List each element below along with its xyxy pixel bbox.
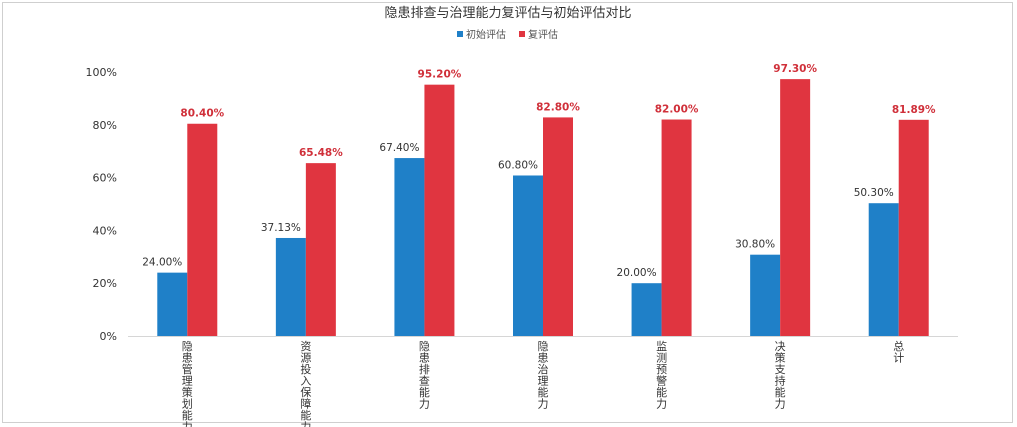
data-label: 67.40% — [379, 142, 419, 154]
bar-initial — [394, 158, 425, 336]
bar-reassessment — [187, 123, 218, 336]
legend-swatch-2 — [519, 31, 525, 37]
y-tick-label: 100% — [86, 66, 117, 79]
data-label: 95.20% — [418, 69, 462, 81]
y-axis: 0% 20% 40% 60% 80% 100% — [86, 66, 117, 343]
x-tick-label: 总计 — [893, 339, 904, 365]
data-label: 30.80% — [735, 239, 775, 251]
data-label: 82.80% — [536, 101, 580, 113]
data-label: 82.00% — [655, 104, 699, 116]
bar-reassessment — [543, 117, 573, 337]
data-label: 97.30% — [773, 63, 817, 75]
legend-label-2: 复评估 — [528, 28, 558, 41]
bar-reassessment — [898, 119, 929, 337]
bar-reassessment — [661, 119, 692, 337]
bar-reassessment — [424, 84, 455, 336]
data-label: 50.30% — [854, 187, 894, 199]
bar-initial — [157, 272, 188, 336]
bar-initial — [868, 203, 899, 336]
x-tick-label: 隐患管理策划能力 — [182, 340, 193, 427]
x-axis: 隐患管理策划能力 资源投入保障能力 隐患排查能力 隐患治理能力 监测预警能力 决策支持能力… — [128, 336, 958, 427]
x-tick-label: 资源投入保障能力 — [300, 340, 311, 427]
data-label: 80.40% — [180, 108, 224, 120]
y-tick-label: 0% — [100, 330, 117, 343]
y-tick-label: 60% — [93, 172, 117, 185]
data-label: 60.80% — [498, 159, 538, 171]
chart-title: 隐患排查与治理能力复评估与初始评估对比 — [384, 6, 631, 21]
y-tick-label: 40% — [93, 224, 117, 237]
bar-reassessment — [305, 163, 336, 336]
legend-swatch-1 — [457, 31, 463, 37]
data-label: 37.13% — [261, 222, 301, 234]
bar-initial — [750, 254, 781, 336]
y-tick-label: 80% — [93, 119, 117, 132]
data-label: 24.00% — [142, 257, 182, 269]
bar-reassessment — [780, 79, 811, 337]
x-tick-label: 决策支持能力 — [775, 340, 786, 411]
y-tick-label: 20% — [93, 277, 117, 290]
data-label: 65.48% — [299, 147, 343, 159]
bar-initial — [275, 237, 306, 336]
x-tick-label: 隐患排查能力 — [419, 340, 430, 411]
bar-initial — [513, 175, 543, 336]
x-tick-label: 隐患治理能力 — [538, 340, 549, 411]
bars: 24.00% 80.40% 37.13% 65.48% 67.40% 95.20% 60.8… — [142, 63, 936, 337]
data-label: 20.00% — [617, 267, 657, 279]
legend-label-1: 初始评估 — [466, 28, 506, 41]
bar-initial — [631, 283, 662, 336]
data-label: 81.89% — [892, 104, 936, 116]
legend: 初始评估 复评估 — [457, 28, 558, 41]
x-tick-label: 监测预警能力 — [656, 340, 667, 411]
